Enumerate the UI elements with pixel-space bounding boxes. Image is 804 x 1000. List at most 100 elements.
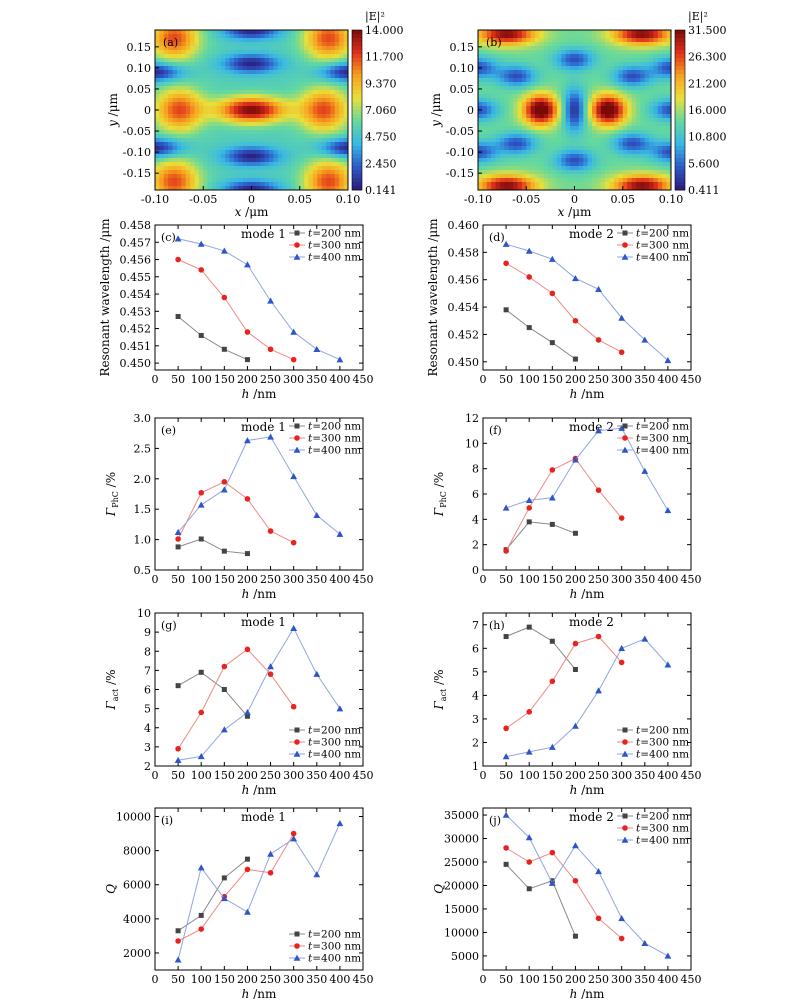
- heatmap-cell: [176, 46, 182, 51]
- heatmap-cell: [264, 94, 270, 99]
- colorbar-segment: [675, 30, 685, 35]
- heatmap-cell: [666, 134, 672, 139]
- heatmap-cell: [552, 174, 558, 179]
- heatmap-cell: [613, 186, 619, 191]
- heatmap-cell: [649, 158, 654, 163]
- heatmap-cell: [282, 42, 287, 47]
- heatmap-cell: [556, 158, 562, 163]
- heatmap-cell: [618, 50, 624, 55]
- heatmap-cell: [657, 122, 663, 127]
- heatmap-cell: [207, 98, 213, 103]
- heatmap-cell: [260, 78, 266, 83]
- heatmap-cell: [653, 34, 659, 39]
- heatmap-cell: [478, 178, 483, 183]
- heatmap-cell: [556, 122, 562, 127]
- heatmap-cell: [548, 62, 553, 67]
- heatmap-cell: [513, 46, 518, 51]
- heatmap-cell: [247, 86, 252, 91]
- heatmap-cell: [574, 102, 580, 107]
- x-tick-label: 0.05: [288, 193, 313, 206]
- heatmap-cell: [644, 114, 650, 119]
- heatmap-cell: [504, 186, 510, 191]
- heatmap-cell: [295, 154, 301, 159]
- heatmap-cell: [548, 70, 553, 75]
- colorbar-segment: [352, 74, 362, 79]
- heatmap-cell: [172, 186, 178, 191]
- x-tick-label: 350: [634, 973, 655, 986]
- heatmap-cell: [539, 158, 545, 163]
- data-point-t400: [548, 743, 556, 750]
- heatmap-cell: [260, 90, 266, 95]
- heatmap-cell: [299, 70, 305, 75]
- heatmap-cell: [666, 182, 672, 187]
- heatmap-cell: [627, 138, 632, 143]
- heatmap-cell: [334, 38, 340, 43]
- x-tick-label: 350: [634, 573, 655, 586]
- heatmap-cell: [662, 94, 668, 99]
- y-tick-label: 0.451: [120, 340, 152, 353]
- data-point-t400: [336, 819, 344, 827]
- heatmap-cell: [491, 146, 496, 151]
- heatmap-cell: [168, 62, 173, 67]
- heatmap-cell: [295, 134, 301, 139]
- heatmap-cell: [627, 122, 632, 127]
- heatmap-cell: [198, 118, 204, 123]
- heatmap-cell: [207, 182, 213, 187]
- data-point-t400: [525, 496, 533, 504]
- heatmap-cell: [242, 98, 248, 103]
- colorbar-segment: [675, 38, 685, 43]
- heatmap-cell: [233, 30, 239, 35]
- heatmap-cell: [185, 114, 191, 119]
- data-point-t400: [197, 864, 205, 871]
- heatmap-cell: [308, 42, 314, 47]
- y-tick-label: 2.5: [134, 442, 152, 455]
- heatmap-cell: [508, 34, 514, 39]
- heatmap-cell: [190, 162, 195, 167]
- x-tick-label: 150: [542, 373, 563, 386]
- heatmap-cell: [255, 114, 261, 119]
- heatmap-cell: [504, 174, 510, 179]
- heatmap-cell: [286, 70, 292, 75]
- heatmap-cell: [495, 34, 501, 39]
- heatmap-cell: [622, 42, 628, 47]
- heatmap-cell: [207, 30, 213, 35]
- heatmap-cell: [194, 182, 200, 187]
- heatmap-cell: [233, 50, 239, 55]
- heatmap-cell: [653, 110, 659, 115]
- y-tick-label: 0.5: [134, 564, 152, 577]
- heatmap-cell: [521, 154, 527, 159]
- heatmap-cell: [605, 86, 610, 91]
- colorbar-segment: [352, 82, 362, 87]
- heatmap-cell: [657, 54, 663, 59]
- heatmap-cell: [334, 118, 340, 123]
- heatmap-cell: [644, 110, 650, 115]
- heatmap-cell: [556, 146, 562, 151]
- heatmap-cell: [495, 62, 501, 67]
- heatmap-cell: [526, 34, 532, 39]
- heatmap-cell: [622, 158, 628, 163]
- heatmap-cell: [605, 110, 610, 115]
- heatmap-cell: [662, 82, 668, 87]
- heatmap-cell: [172, 102, 178, 107]
- heatmap-cell: [334, 138, 340, 143]
- heatmap-cell: [578, 50, 584, 55]
- heatmap-cell: [513, 106, 518, 111]
- heatmap-cell: [269, 94, 274, 99]
- heatmap-cell: [155, 50, 160, 55]
- heatmap-cell: [269, 50, 274, 55]
- y-tick-label: 15000: [444, 903, 479, 916]
- heatmap-cell: [596, 102, 602, 107]
- heatmap-cell: [605, 54, 610, 59]
- heatmap-cell: [220, 102, 226, 107]
- heatmap-cell: [644, 94, 650, 99]
- heatmap-cell: [334, 122, 340, 127]
- data-point-t300: [526, 505, 533, 511]
- heatmap-cell: [295, 122, 301, 127]
- heatmap-cell: [613, 78, 619, 83]
- heatmap-cell: [649, 90, 654, 95]
- heatmap-cell: [495, 66, 501, 71]
- heatmap-cell: [600, 178, 606, 183]
- x-tick-label: 0: [152, 573, 159, 586]
- heatmap-cell: [163, 146, 169, 151]
- heatmap-cell: [535, 182, 540, 187]
